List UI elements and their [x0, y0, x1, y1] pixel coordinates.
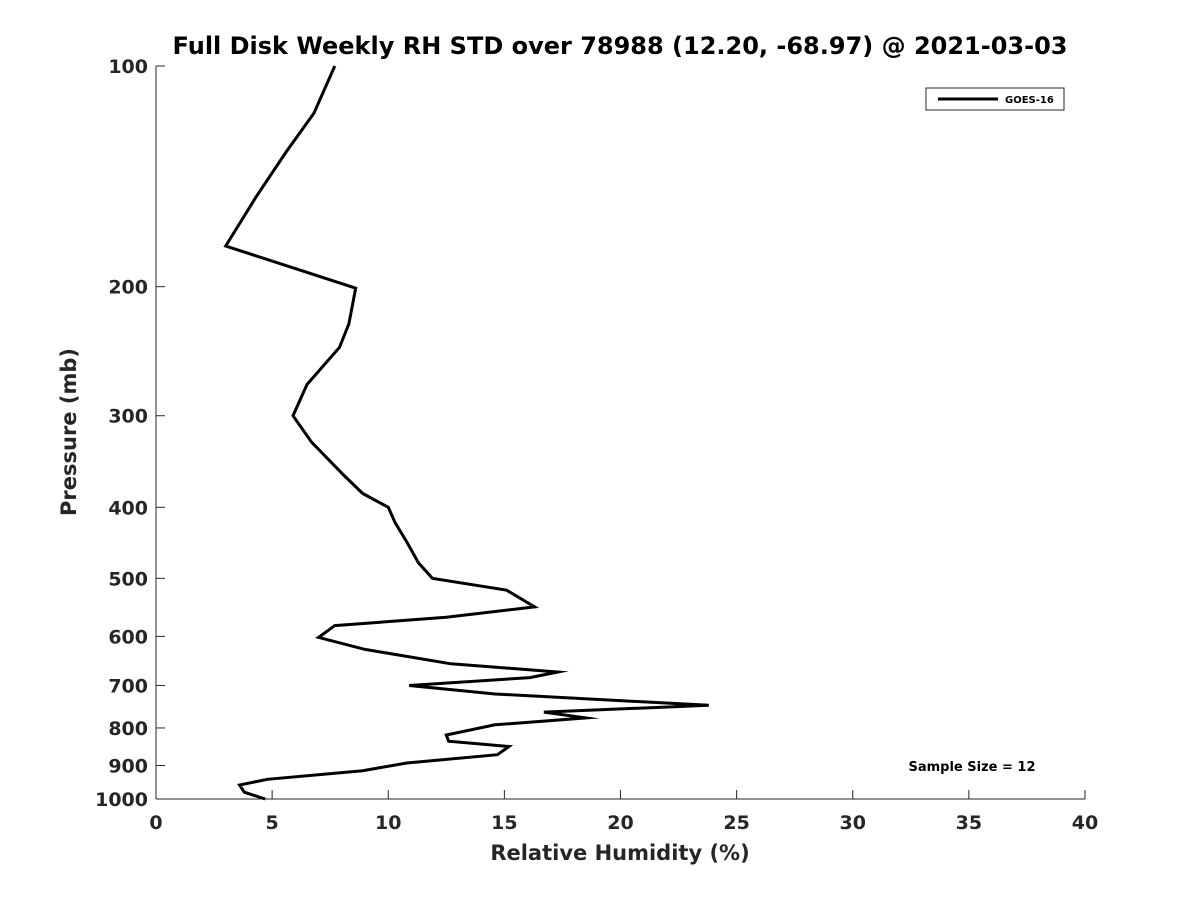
x-tick-label: 40 — [1072, 812, 1098, 834]
series-layer — [223, 65, 709, 801]
x-tick-label: 0 — [149, 812, 162, 834]
y-ticks: 100 200 300 400 500 600 700 800 900 1000 — [95, 56, 165, 811]
y-tick-label: 500 — [108, 568, 148, 590]
x-tick-label: 35 — [956, 812, 982, 834]
x-axis-label: Relative Humidity (%) — [490, 841, 749, 865]
x-tick-label: 15 — [491, 812, 517, 834]
x-tick-label: 25 — [723, 812, 749, 834]
y-tick-label: 600 — [108, 626, 148, 648]
x-tick-label: 20 — [607, 812, 633, 834]
y-tick-label: 400 — [108, 497, 148, 519]
series-line-0 — [223, 65, 709, 801]
chart-title: Full Disk Weekly RH STD over 78988 (12.2… — [173, 32, 1068, 60]
y-axis-label: Pressure (mb) — [57, 348, 81, 516]
y-tick-label: 700 — [108, 675, 148, 697]
legend-label: GOES-16 — [1005, 95, 1054, 106]
y-tick-label: 900 — [108, 755, 148, 777]
x-tick-label: 10 — [375, 812, 401, 834]
y-tick-label: 100 — [108, 56, 148, 78]
legend: GOES-16 — [925, 87, 1065, 111]
y-tick-label: 1000 — [95, 789, 148, 811]
x-tick-label: 30 — [840, 812, 866, 834]
y-tick-label: 800 — [108, 718, 148, 740]
y-tick-label: 300 — [108, 406, 148, 428]
y-tick-label: 200 — [108, 277, 148, 299]
x-tick-label: 5 — [266, 812, 279, 834]
x-ticks: 0 5 10 15 20 25 30 35 40 — [149, 790, 1098, 834]
sample-size-annotation: Sample Size = 12 — [908, 760, 1035, 775]
